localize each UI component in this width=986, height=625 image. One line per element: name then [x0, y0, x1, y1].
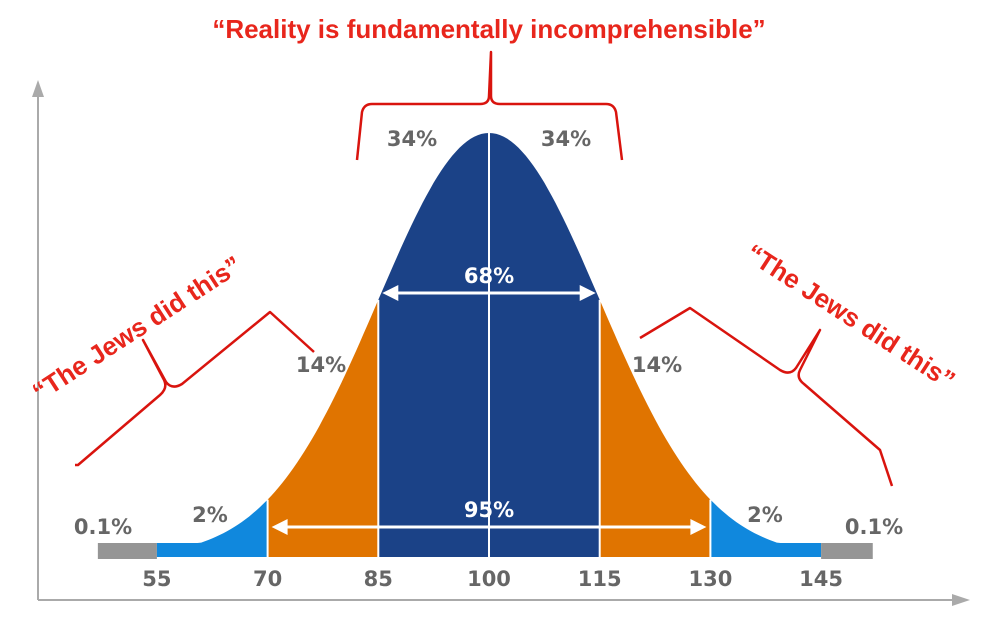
axes [32, 80, 970, 606]
range-label-0: 68% [464, 264, 514, 288]
x-tick-70: 70 [253, 567, 282, 591]
annotation-left: “The Jews did this” [27, 250, 247, 407]
segment-4 [489, 133, 600, 557]
range-arrowhead-left-0 [382, 285, 399, 301]
segment-label-5: 14% [632, 353, 682, 377]
x-tick-145: 145 [799, 567, 843, 591]
segment-1 [156, 499, 268, 557]
segment-5 [599, 299, 711, 557]
segment-label-2: 14% [296, 353, 346, 377]
x-tick-100: 100 [467, 567, 511, 591]
x-tick-115: 115 [578, 567, 622, 591]
segment-label-7: 0.1% [845, 515, 903, 539]
segment-6 [710, 499, 822, 557]
tail-bar-7 [821, 543, 873, 559]
segment-label-6: 2% [747, 503, 783, 527]
x-tick-55: 55 [142, 567, 171, 591]
range-arrowhead-right-1 [690, 519, 707, 535]
segment-2 [267, 299, 379, 557]
annotation-top: “Reality is fundamentally incomprehensib… [212, 14, 765, 44]
range-label-1: 95% [464, 498, 514, 522]
segment-label-3: 34% [387, 127, 437, 151]
y-axis-arrow [32, 80, 44, 97]
range-arrowhead-left-1 [271, 519, 288, 535]
segment-3 [378, 133, 489, 557]
x-tick-85: 85 [364, 567, 393, 591]
range-arrowhead-right-0 [579, 285, 596, 301]
x-tick-130: 130 [688, 567, 732, 591]
brace-right [639, 306, 894, 487]
brace-top [355, 50, 624, 161]
segment-label-0: 0.1% [74, 515, 132, 539]
segment-label-4: 34% [541, 127, 591, 151]
annotation-right: “The Jews did this” [741, 238, 961, 395]
x-axis-arrow [952, 594, 970, 606]
brace-left [75, 310, 315, 467]
tail-bar-0 [97, 543, 157, 559]
segment-label-1: 2% [192, 503, 228, 527]
